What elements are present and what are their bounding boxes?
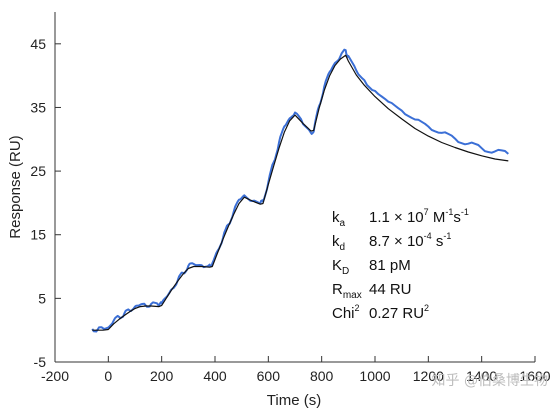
x-tick-label: -200 <box>41 368 69 384</box>
watermark: 知乎 @伯桑博生物 <box>432 372 548 389</box>
annotation-value: 0.27 RU2 <box>369 303 429 322</box>
annotation-value: 44 RU <box>369 281 412 298</box>
y-tick-label: 45 <box>30 36 46 52</box>
y-ticks: -5 5 15 25 35 45 <box>30 36 61 370</box>
annotation-value: 8.7 × 10-4 s-1 <box>369 231 451 250</box>
y-tick-label: 5 <box>38 290 46 306</box>
kinetics-annotation: ka 1.1 × 107 M-1s-1 kd 8.7 × 10-4 s-1 KD 81 p… <box>332 207 469 322</box>
measured-response-line <box>91 48 509 333</box>
x-tick-label: 1200 <box>413 368 444 384</box>
x-tick-label: 0 <box>104 368 112 384</box>
y-tick-label: -5 <box>34 354 47 370</box>
annotation-symbol: KD <box>332 257 349 277</box>
annotation-symbol: Chi2 <box>332 303 360 322</box>
annotation-value: 81 pM <box>369 257 411 274</box>
axes <box>54 12 535 363</box>
x-tick-label: 1000 <box>359 368 390 384</box>
x-ticks: -200 0 200 400 600 800 1000 1200 1400 1600 <box>41 356 551 384</box>
y-tick-label: 35 <box>30 99 46 115</box>
x-tick-label: 600 <box>257 368 281 384</box>
annotation-symbol: Rmax <box>332 281 362 301</box>
x-tick-label: 1400 <box>466 368 497 384</box>
fitted-model-line <box>92 54 509 331</box>
annotation-symbol: ka <box>332 209 346 229</box>
x-tick-label: 400 <box>203 368 227 384</box>
x-axis-title: Time (s) <box>267 392 321 409</box>
y-tick-label: 25 <box>30 163 46 179</box>
y-axis-title: Response (RU) <box>7 135 24 238</box>
x-tick-label: 800 <box>310 368 334 384</box>
x-tick-label: 200 <box>150 368 174 384</box>
annotation-value: 1.1 × 107 M-1s-1 <box>369 207 469 226</box>
x-tick-label: 1600 <box>519 368 550 384</box>
series-layer <box>91 48 509 333</box>
annotation-symbol: kd <box>332 233 345 253</box>
y-tick-label: 15 <box>30 227 46 243</box>
